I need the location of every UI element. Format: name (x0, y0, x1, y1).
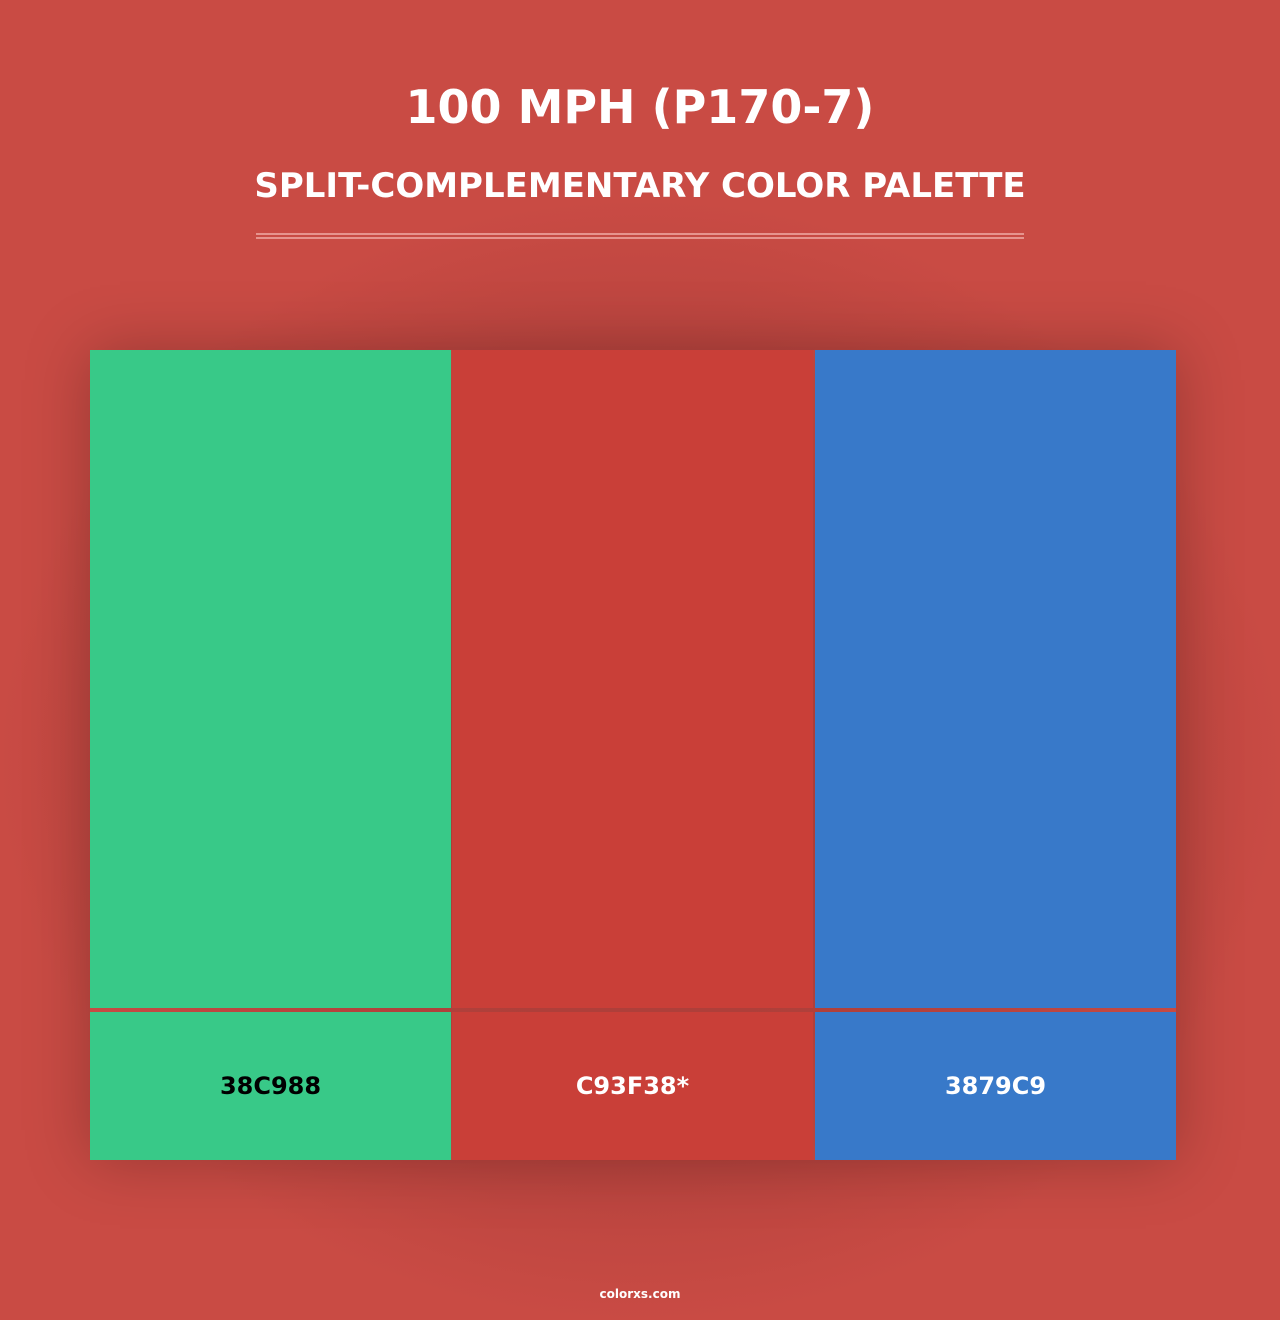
page-title: 100 MPH (P170-7) (405, 80, 875, 134)
palette: 38C988 C93F38* 3879C9 (90, 350, 1176, 1160)
page-subtitle: SPLIT-COMPLEMENTARY COLOR PALETTE (254, 166, 1026, 206)
swatch-label[interactable]: 3879C9 (815, 1012, 1176, 1160)
swatch-c93f38[interactable] (452, 350, 813, 1008)
swatch-label[interactable]: C93F38* (452, 1012, 813, 1160)
footer-site[interactable]: colorxs.com (599, 1287, 681, 1301)
divider (256, 237, 1024, 239)
divider (256, 233, 1024, 235)
swatch-3879c9[interactable] (815, 350, 1176, 1008)
swatch-38c988[interactable] (90, 350, 451, 1008)
swatch-label[interactable]: 38C988 (90, 1012, 451, 1160)
